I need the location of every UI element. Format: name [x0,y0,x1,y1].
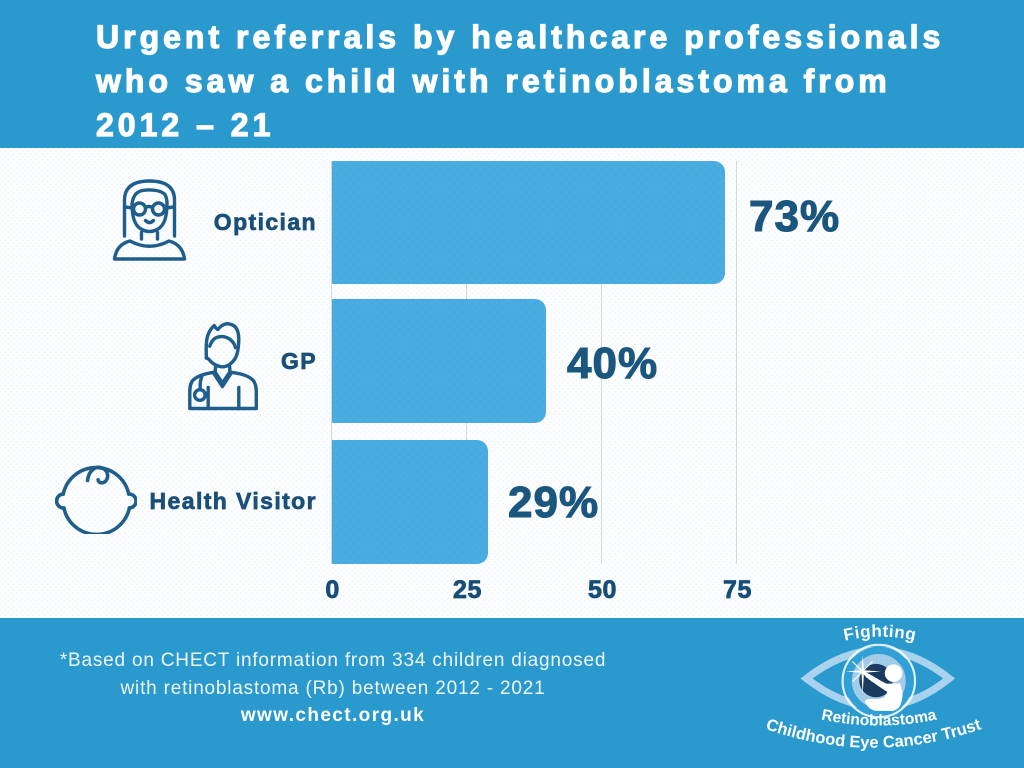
svg-text:Retinoblastoma: Retinoblastoma [820,707,938,730]
svg-text:Fighting: Fighting [842,622,918,645]
